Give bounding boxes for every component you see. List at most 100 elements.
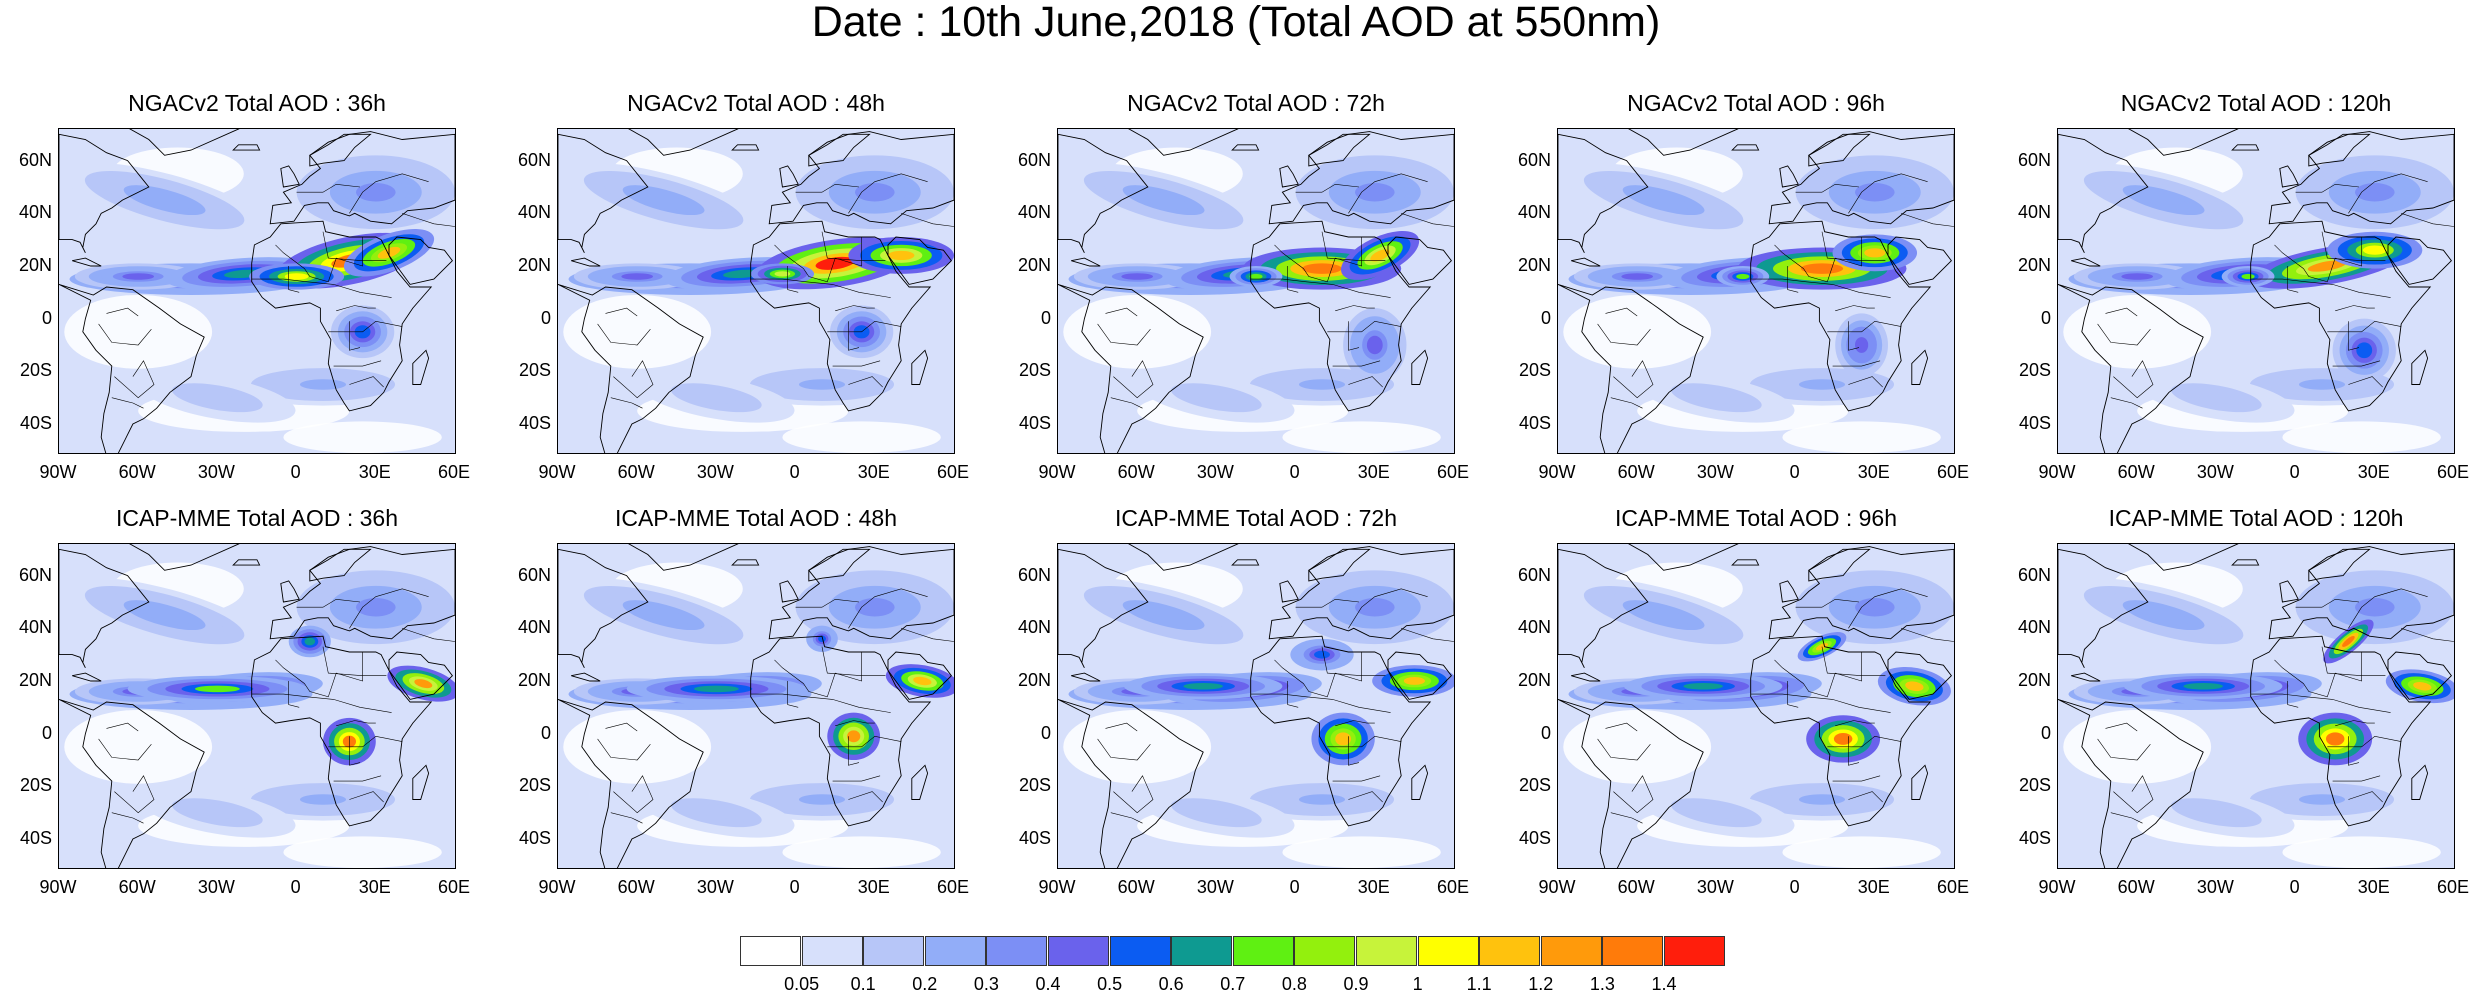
lon-tick-label: 60W <box>118 877 156 897</box>
country-border <box>2105 307 2138 317</box>
country-border <box>402 213 455 227</box>
country-border <box>1787 681 1799 708</box>
main-title: Date : 10th June,2018 (Total AOD at 550n… <box>811 0 1661 46</box>
coastline-madagascar <box>911 349 929 385</box>
aod-plume <box>1138 605 1190 625</box>
country-border <box>2113 360 2154 399</box>
colorbar-tick-label: 0.7 <box>1220 974 1246 994</box>
country-border <box>2348 376 2383 388</box>
country-border <box>1250 278 1391 298</box>
colorbar-tick-label: 0.5 <box>1097 974 1123 994</box>
aod-plume <box>888 250 915 261</box>
country-border <box>1848 321 1860 351</box>
country-border <box>1348 791 1383 803</box>
country-border <box>1097 738 1151 761</box>
lat-tick-label: 0 <box>1040 307 1051 328</box>
lat-tick-label: 20N <box>1517 254 1551 275</box>
aod-plume <box>638 605 690 625</box>
country-border <box>1848 588 1928 629</box>
country-border <box>288 681 300 708</box>
country-border <box>1332 360 1381 367</box>
aod-plume <box>1355 183 1395 202</box>
lon-tick-label: 90W <box>538 462 576 482</box>
coastline-africa <box>2250 635 2432 827</box>
lon-tick-label: 60E <box>437 877 471 897</box>
colorbar-swatch <box>1232 936 1294 966</box>
lat-tick-label: 0 <box>41 307 52 328</box>
colorbar-swatch <box>1664 936 1725 966</box>
country-border <box>1348 321 1360 351</box>
aod-plume <box>1183 682 1223 690</box>
lat-tick-label: 20N <box>18 254 52 275</box>
country-border <box>848 173 928 214</box>
country-border <box>2097 323 2151 346</box>
colorbar-swatch <box>986 936 1048 966</box>
lat-tick-label: 0 <box>1540 307 1551 328</box>
lon-tick-label: 30W <box>696 877 734 897</box>
coastline-northAmerica <box>59 548 150 669</box>
coastline-southAmerica <box>59 283 205 453</box>
lon-tick-label: 30W <box>1696 462 1734 482</box>
colorbar-swatch <box>1602 936 1664 966</box>
coastline-africa <box>2250 220 2432 412</box>
coastline-southAmerica <box>2058 283 2204 453</box>
lon-tick-label: 0 <box>1289 462 1300 482</box>
colorbar-tick-label: 0.2 <box>912 974 938 994</box>
aod-low-region <box>64 294 213 369</box>
country-border <box>1774 652 1862 698</box>
coastline-iceland <box>731 144 760 151</box>
aod-plume <box>356 183 396 202</box>
coastline-arabia <box>1887 651 1952 700</box>
coastline-greenland <box>1628 129 1739 156</box>
panel-title: ICAP-MME Total AOD : 36h <box>115 505 399 531</box>
country-border <box>1827 320 1902 333</box>
coastline-greenland <box>628 129 739 156</box>
lat-tick-label: 20S <box>1018 360 1051 381</box>
coastline-northAmerica <box>558 133 649 254</box>
country-border <box>1848 173 1928 214</box>
aod-plume <box>299 794 347 805</box>
country-border <box>1110 397 1143 409</box>
aod-plume <box>1196 806 1236 819</box>
coastline-iceland <box>232 144 261 151</box>
lat-tick-label: 0 <box>1540 722 1551 743</box>
country-border <box>288 266 300 293</box>
aod-plume <box>414 679 433 689</box>
aod-plume <box>122 273 155 280</box>
aod-plume <box>1905 681 1924 692</box>
coastline-cuba <box>2071 257 2101 267</box>
coastline-southAmerica <box>1058 283 1204 453</box>
country-border <box>2105 722 2138 732</box>
lon-tick-label: 60W <box>2117 877 2155 897</box>
lat-tick-label: 60N <box>1017 564 1051 585</box>
lon-tick-label: 90W <box>39 877 77 897</box>
coastline-britain <box>1279 165 1299 188</box>
aod-plume <box>2355 598 2395 617</box>
coastline-scandinavia <box>309 133 372 167</box>
aod-plume <box>356 598 396 617</box>
lon-tick-label: 60E <box>2436 877 2470 897</box>
lat-tick-label: 60N <box>2017 149 2051 170</box>
country-border <box>2295 598 2360 608</box>
lon-tick-label: 60W <box>2117 462 2155 482</box>
colorbar-tick-label: 0.3 <box>973 974 999 994</box>
lon-tick-label: 90W <box>1038 877 1076 897</box>
lon-tick-label: 30W <box>2196 877 2234 897</box>
country-border <box>1295 598 1360 608</box>
map-panel: ICAP-MME Total AOD : 36h 60N 40N 20N 0 20S 40S… <box>19 505 470 905</box>
coastline-europe <box>768 131 954 225</box>
lat-tick-label: 40S <box>19 413 52 434</box>
country-border <box>750 693 891 713</box>
country-border <box>2321 231 2386 261</box>
coastline-cuba <box>1571 672 1601 682</box>
lat-tick-label: 20N <box>1017 254 1051 275</box>
lat-tick-label: 20S <box>19 360 52 381</box>
aod-map <box>1057 543 1455 869</box>
country-border <box>1332 775 1381 782</box>
lon-tick-label: 60E <box>936 877 970 897</box>
country-border <box>349 376 384 388</box>
map-panel: NGACv2 Total AOD : 72h 60N 40N 20N 0 20S 40S 90… <box>1018 90 1469 490</box>
aod-plume <box>304 637 316 646</box>
aod-plume <box>1335 732 1352 746</box>
aod-map-svg <box>558 544 954 868</box>
